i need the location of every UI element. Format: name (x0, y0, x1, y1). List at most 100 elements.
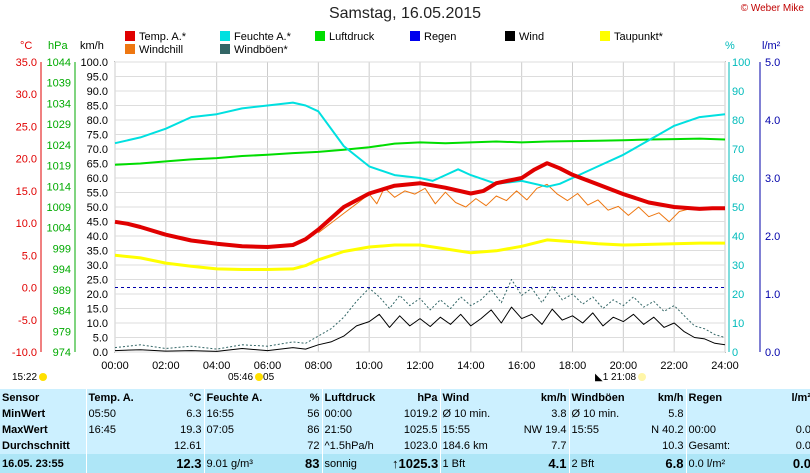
moon-icon: ◣ (595, 372, 603, 383)
series-line-windb-en (114, 279, 726, 350)
wind-tick-label: 75.0 (87, 130, 108, 142)
stats-cell: 5.8 (668, 408, 684, 420)
legend-item-temp: Temp. A.* (125, 31, 186, 43)
stats-cell: 4.1 (503, 454, 569, 473)
legend-swatch (220, 44, 230, 54)
stats-cell: 16.05. 23:55 (0, 454, 86, 473)
temp-tick-label: -5.0 (18, 315, 37, 327)
stats-cell: 16:55 (203, 406, 280, 422)
stats-cell: 83 (280, 454, 322, 473)
pressure-tick-label: 1044 (47, 57, 71, 69)
stats-cell: 9.01 g/m³ (203, 454, 280, 473)
legend-swatch (505, 31, 515, 41)
stats-cell: MinWert (2, 408, 46, 420)
wind-tick-label: 95.0 (87, 72, 108, 84)
stats-cell (568, 438, 633, 454)
pressure-tick-label: 1024 (47, 140, 71, 152)
x-tick-label: 24:00 (711, 360, 739, 372)
time-left-label: 15:22 (12, 372, 48, 383)
stats-header-cell: Regen (685, 389, 760, 406)
legend-item-humidity: Feuchte A.* (220, 31, 291, 43)
wind-tick-label: 35.0 (87, 246, 108, 258)
humidity-tick-label: 20 (732, 289, 744, 301)
temp-tick-label: -10.0 (12, 347, 37, 359)
pressure-tick-label: 999 (53, 243, 71, 255)
x-tick-label: 18:00 (559, 360, 587, 372)
stats-cell: 16:45 (85, 422, 141, 438)
x-tick-label: 06:00 (254, 360, 282, 372)
temp-tick-label: 25.0 (16, 121, 37, 133)
legend-item-wind: Wind (505, 31, 544, 43)
stats-cell: ^1.5hPa/h (321, 438, 390, 454)
pressure-unit-label: hPa (48, 40, 68, 52)
stats-cell: 86 (307, 424, 320, 436)
x-tick-label: 08:00 (305, 360, 333, 372)
temp-tick-label: 5.0 (22, 250, 37, 262)
stats-header-cell: Temp. A. (85, 389, 141, 406)
pressure-tick-label: 1039 (47, 78, 71, 90)
wind-tick-label: 100.0 (80, 57, 108, 69)
stats-header-cell: Windböen (568, 389, 633, 406)
pressure-tick-label: 984 (53, 306, 71, 318)
stats-header-cell: Luftdruck (321, 389, 390, 406)
pressure-tick-label: 1014 (47, 181, 71, 193)
stats-cell: 21:50 (321, 422, 390, 438)
stats-cell: 00:00 (685, 422, 760, 438)
wind-tick-label: 20.0 (87, 289, 108, 301)
stats-header-cell: Feuchte A. (203, 389, 280, 406)
stats-cell: MaxWert (2, 424, 48, 436)
stats-cell: 12.61 (173, 440, 202, 452)
x-tick-label: 20:00 (610, 360, 638, 372)
stats-cell: 0.0 (760, 454, 810, 473)
sunset-icon (638, 373, 647, 381)
pressure-tick-label: 1029 (47, 119, 71, 131)
sunrise-icon (255, 373, 264, 381)
pressure-tick-label: 979 (53, 326, 71, 338)
wind-tick-label: 65.0 (87, 159, 108, 171)
legend-item-dewpoint: Taupunkt* (600, 31, 663, 43)
stats-cell: 2 Bft (568, 454, 633, 473)
stats-cell: 184.6 km (439, 438, 503, 454)
legend-item-rain: Regen (410, 31, 456, 43)
stats-cell: 56 (307, 408, 320, 420)
rain-tick-label: 4.0 (765, 115, 780, 127)
copyright-label[interactable]: © Weber Mike (740, 3, 804, 14)
series-line-temp-a (114, 161, 725, 249)
stats-cell: 19.3 (180, 424, 202, 436)
humidity-tick-label: 80 (732, 115, 744, 127)
rain-tick-label: 0.0 (765, 347, 780, 359)
wind-tick-label: 5.0 (93, 333, 108, 345)
wind-tick-label: 85.0 (87, 101, 108, 113)
x-tick-label: 10:00 (355, 360, 383, 372)
legend-swatch (220, 31, 230, 41)
humidity-unit-label: % (725, 40, 735, 52)
stats-cell: Durchschnitt (2, 440, 70, 452)
stats-header-cell: km/h (540, 391, 567, 404)
stats-header-cell: l/m² (791, 391, 810, 404)
x-tick-label: 02:00 (152, 360, 180, 372)
stats-cell: 05:50 (85, 406, 141, 422)
wind-tick-label: 70.0 (87, 144, 108, 156)
stats-header-cell: Wind (439, 389, 503, 406)
humidity-tick-label: 60 (732, 173, 744, 185)
sunrise-label: 05:46 05 (228, 372, 275, 383)
wind-tick-label: 45.0 (87, 217, 108, 229)
humidity-tick-label: 100 (732, 57, 750, 69)
series-line-feuchte-a (114, 101, 726, 188)
stats-cell: 6.3 (186, 408, 202, 420)
stats-header-cell: Sensor (2, 391, 40, 404)
x-tick-label: 12:00 (406, 360, 434, 372)
stats-cell (203, 438, 280, 454)
pressure-tick-label: 1004 (47, 223, 71, 235)
stats-cell: 1023.0 (403, 440, 438, 452)
stats-cell: 6.8 (633, 454, 686, 473)
wind-tick-label: 15.0 (87, 304, 108, 316)
rain-tick-label: 3.0 (765, 173, 780, 185)
stats-row-max: MaxWert 16:45 19.3 07:05 86 21:50 1025.5… (0, 422, 810, 438)
wind-tick-label: 10.0 (87, 318, 108, 330)
stats-cell: 10.3 (662, 440, 684, 452)
stats-cell: 1025.5 (403, 424, 438, 436)
stats-header-row: Sensor Temp. A. °C Feuchte A. % Luftdruc… (0, 389, 810, 406)
stats-table: Sensor Temp. A. °C Feuchte A. % Luftdruc… (0, 389, 810, 473)
stats-cell: 15:55 (568, 422, 633, 438)
